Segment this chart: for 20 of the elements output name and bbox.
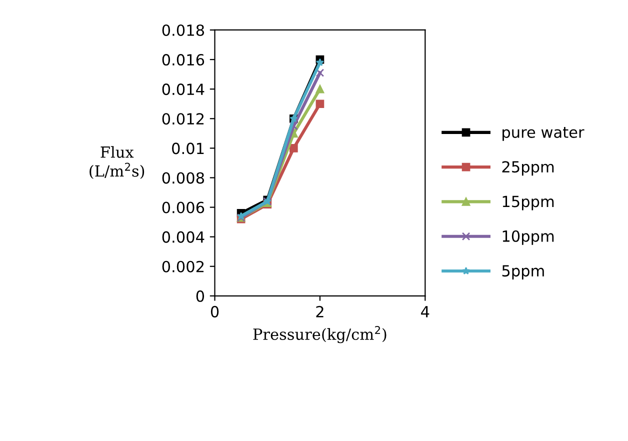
y-tick-label: 0.004	[162, 231, 204, 243]
y-tick-label: 0.006	[162, 202, 204, 214]
y-tick-label: 0.018	[162, 24, 204, 36]
x-axis-title: Pressure(kg/cm$^{2}$)	[253, 326, 386, 344]
x-tick-label: 4	[421, 306, 430, 318]
y-tick-label: 0.01	[172, 142, 204, 154]
legend-label: pure water	[502, 127, 584, 141]
y-tick-label: 0.016	[162, 54, 204, 66]
y-tick-label: 0.008	[162, 172, 204, 184]
y-tick-label: 0	[196, 290, 204, 302]
x-tick-label: 2	[316, 306, 324, 318]
y-tick-label: 0.014	[162, 84, 204, 96]
x-tick-label: 0	[210, 306, 219, 318]
legend-label: 15ppm	[502, 196, 554, 210]
y-axis-title: Flux (L/m$^{2}$s)	[90, 146, 144, 179]
legend-label: 5ppm	[502, 265, 544, 280]
legend-label: 25ppm	[502, 161, 554, 176]
y-tick-label: 0.002	[162, 260, 204, 272]
legend-label: 10ppm	[502, 230, 554, 245]
y-tick-label: 0.012	[162, 113, 204, 125]
